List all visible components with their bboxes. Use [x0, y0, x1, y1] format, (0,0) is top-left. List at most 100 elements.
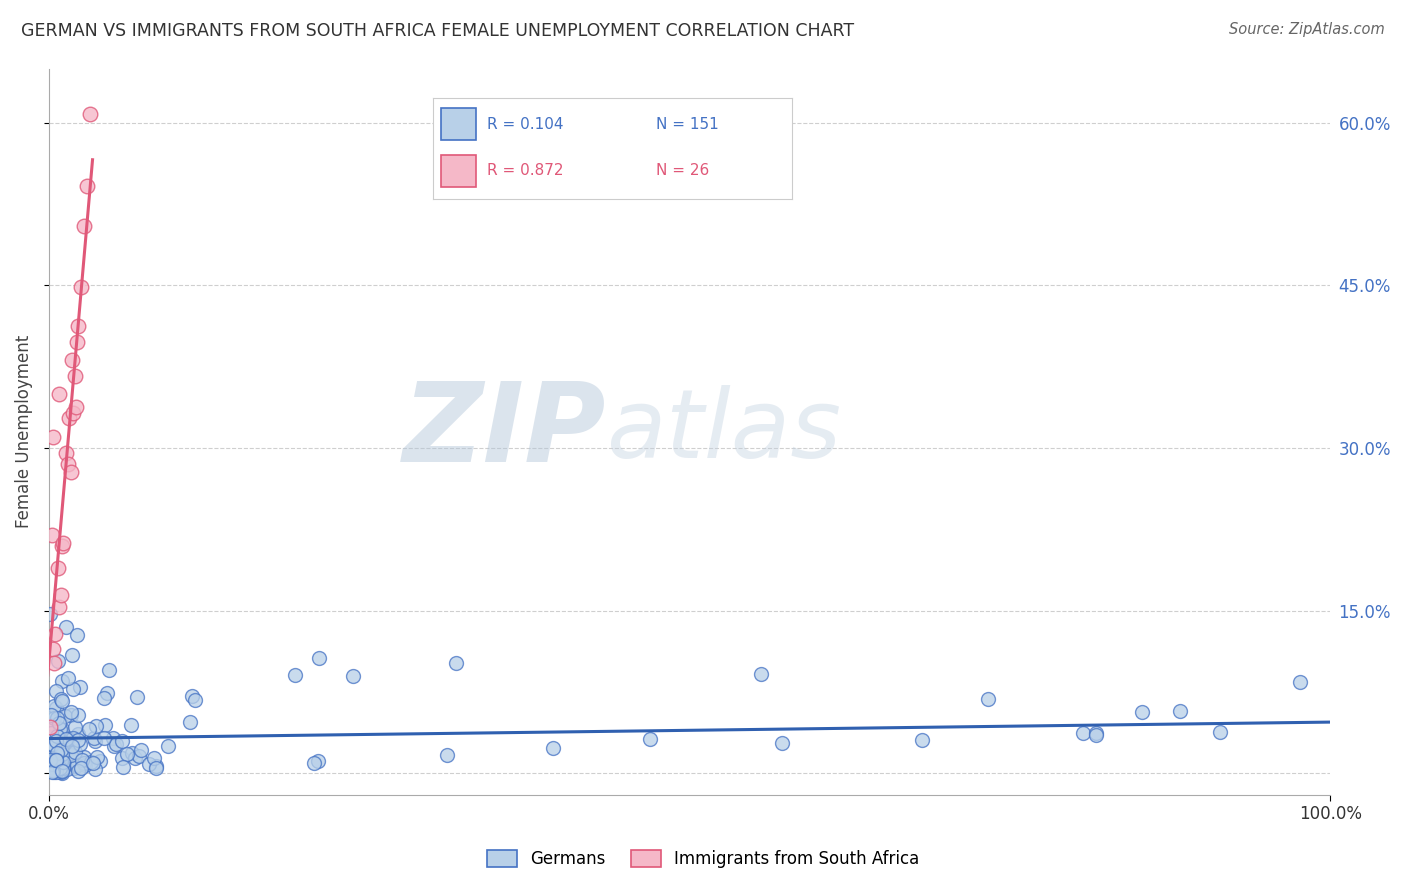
Point: [111, 734, 134, 748]
Point: [138, 757, 160, 772]
Point: [46, 746, 69, 760]
Point: [104, 737, 127, 751]
Point: [55, 731, 77, 746]
Point: [59, 707, 82, 722]
Point: [112, 760, 135, 774]
Point: [73, 749, 96, 764]
Point: [49, 741, 72, 756]
Point: [39, 607, 62, 621]
Point: [51, 764, 73, 778]
Point: [52, 755, 75, 769]
Point: [45, 763, 67, 777]
Point: [41, 528, 63, 542]
Point: [41, 763, 63, 777]
Point: [52, 748, 75, 763]
Point: [39, 726, 62, 740]
Point: [93, 731, 115, 745]
Point: [46, 756, 69, 770]
Point: [48, 654, 70, 668]
Point: [181, 689, 204, 703]
Point: [284, 667, 307, 681]
Point: [45, 753, 67, 767]
Point: [127, 690, 149, 705]
Point: [55, 620, 77, 634]
Point: [41, 764, 63, 779]
Point: [39, 720, 62, 734]
Point: [93, 691, 115, 706]
Point: [46, 729, 69, 743]
Point: [1071, 725, 1094, 739]
Point: [1289, 675, 1312, 690]
Text: atlas: atlas: [606, 385, 841, 478]
Point: [66, 733, 89, 747]
Point: [45, 711, 67, 725]
Point: [49, 588, 72, 602]
Point: [60, 648, 83, 662]
Point: [66, 334, 89, 349]
Point: [42, 430, 65, 444]
Point: [58, 671, 80, 685]
Point: [46, 752, 69, 766]
Point: [52, 736, 75, 750]
Y-axis label: Female Unemployment: Female Unemployment: [15, 335, 32, 528]
Point: [640, 731, 662, 746]
Point: [65, 759, 87, 773]
Point: [1168, 704, 1191, 718]
Point: [77, 722, 100, 736]
Point: [48, 722, 70, 736]
Text: GERMAN VS IMMIGRANTS FROM SOUTH AFRICA FEMALE UNEMPLOYMENT CORRELATION CHART: GERMAN VS IMMIGRANTS FROM SOUTH AFRICA F…: [21, 22, 855, 40]
Point: [76, 178, 98, 193]
Point: [62, 406, 84, 420]
Point: [51, 754, 73, 768]
Point: [65, 400, 87, 414]
Point: [42, 657, 65, 671]
Point: [60, 353, 83, 368]
Point: [51, 747, 73, 761]
Point: [82, 756, 104, 770]
Point: [63, 745, 86, 759]
Point: [55, 762, 77, 776]
Point: [342, 669, 364, 683]
Point: [52, 536, 75, 550]
Point: [70, 761, 93, 775]
Point: [63, 369, 86, 384]
Point: [39, 730, 62, 744]
Point: [53, 708, 76, 723]
Point: [111, 751, 134, 765]
Point: [41, 752, 63, 766]
Point: [121, 746, 143, 760]
Point: [49, 751, 72, 765]
Point: [42, 765, 65, 780]
Point: [79, 107, 101, 121]
Point: [770, 736, 793, 750]
Point: [51, 765, 73, 780]
Point: [80, 756, 103, 770]
Point: [46, 746, 69, 760]
Point: [66, 628, 89, 642]
Point: [39, 756, 62, 770]
Point: [48, 599, 70, 614]
Point: [124, 750, 146, 764]
Point: [75, 758, 97, 772]
Point: [53, 730, 76, 744]
Point: [39, 707, 62, 722]
Point: [49, 692, 72, 706]
Point: [70, 280, 93, 294]
Point: [51, 723, 73, 737]
Point: [42, 699, 65, 714]
Point: [49, 765, 72, 780]
Point: [66, 708, 89, 723]
Point: [52, 737, 75, 751]
Point: [42, 737, 65, 751]
Point: [44, 763, 66, 777]
Point: [977, 691, 1000, 706]
Point: [83, 731, 105, 745]
Point: [51, 539, 73, 553]
Point: [49, 743, 72, 757]
Point: [42, 711, 65, 725]
Point: [42, 641, 65, 656]
Point: [42, 754, 65, 768]
Point: [69, 737, 91, 751]
Point: [97, 663, 120, 677]
Point: [96, 686, 118, 700]
